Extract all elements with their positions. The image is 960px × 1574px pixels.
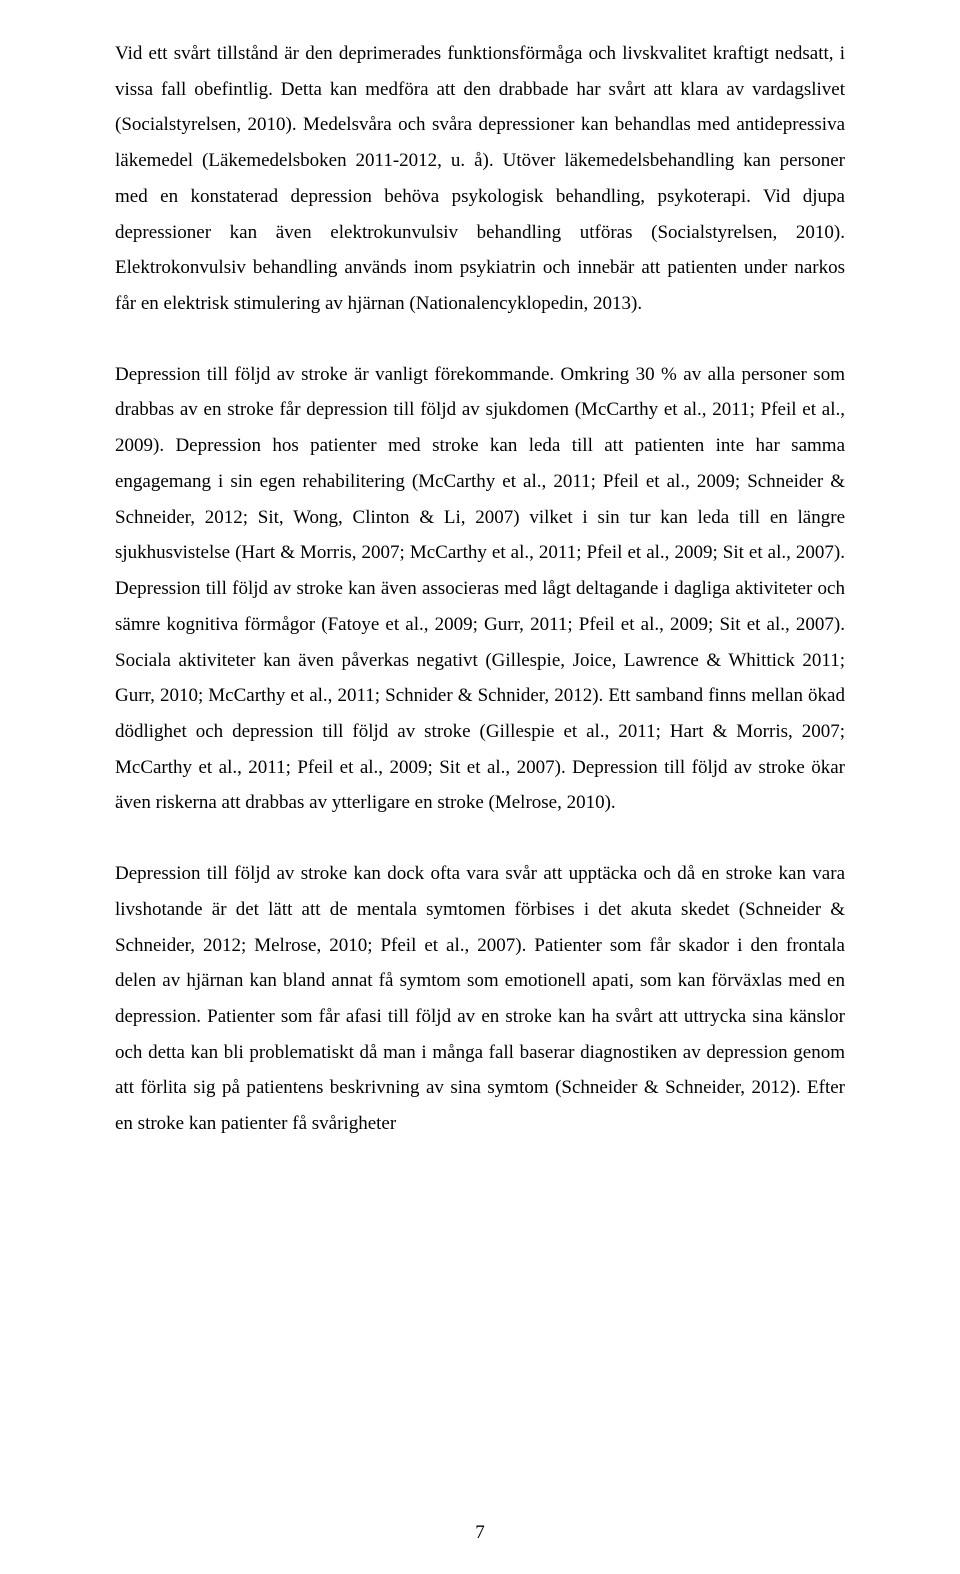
- page-number: 7: [0, 1522, 960, 1544]
- body-paragraph: Depression till följd av stroke är vanli…: [115, 357, 845, 821]
- body-paragraph: Vid ett svårt tillstånd är den deprimera…: [115, 36, 845, 322]
- body-paragraph: Depression till följd av stroke kan dock…: [115, 856, 845, 1142]
- document-page: Vid ett svårt tillstånd är den deprimera…: [0, 0, 960, 1574]
